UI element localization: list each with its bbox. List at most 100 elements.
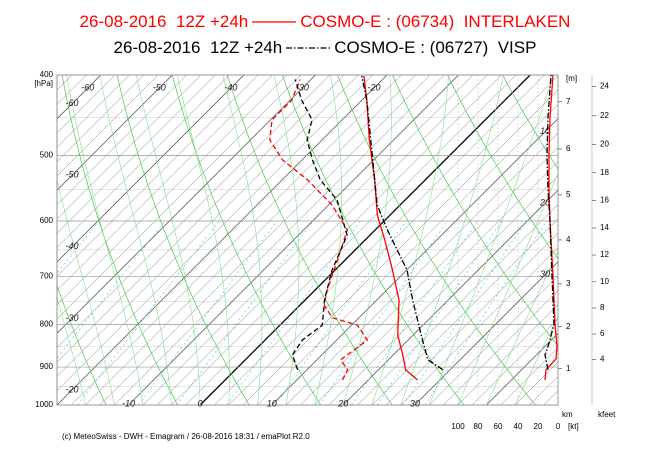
kft-tick-label: 12 [600, 250, 609, 259]
moist-adiabat [66, 75, 144, 405]
km-tick-label: 2 [566, 322, 571, 331]
dry-adiabat [502, 75, 558, 170]
kft-tick-label: 4 [600, 355, 605, 364]
y-tick-label: 700 [40, 272, 54, 281]
mixing-ratio [318, 220, 448, 405]
isotherm [57, 75, 259, 277]
isotherm [57, 75, 130, 148]
isotherm [242, 89, 558, 405]
mixing-ratio [402, 220, 527, 405]
legend-swatch [252, 21, 297, 23]
isotherm [57, 75, 373, 391]
isotherm [57, 75, 159, 177]
isotherm [443, 290, 558, 405]
isotherm [357, 204, 558, 405]
isotherm [57, 75, 187, 205]
km-tick-label: 1 [566, 364, 571, 373]
isotherm [142, 75, 474, 405]
isotherm [57, 75, 345, 363]
plot-frame [56, 74, 559, 406]
legend-row: 26-08-2016 12Z +24h COSMO-E : (06727) VI… [0, 38, 650, 58]
isotherm [85, 75, 416, 405]
wind-line [544, 75, 558, 381]
isotherm-label: -60 [81, 82, 94, 92]
isotherm [57, 75, 359, 377]
isotherm [157, 75, 488, 405]
dry-adiabat [0, 71, 35, 406]
isotherm [471, 318, 558, 405]
moist-adiabat [57, 296, 86, 405]
isotherm-label: -40 [65, 241, 78, 251]
kft-unit: kfeet [598, 410, 616, 419]
isotherm-label: 10 [267, 398, 277, 408]
legend-run: 26-08-2016 12Z +24h [79, 12, 249, 31]
isotherm [57, 75, 287, 306]
kft-tick-label: 16 [600, 196, 609, 205]
isotherm [285, 132, 558, 405]
isotherm [57, 75, 216, 234]
wind-label: [kt] [568, 422, 579, 431]
isotherm-label: -50 [153, 82, 166, 92]
mixing-ratio [176, 220, 314, 405]
mixing-ratio [275, 220, 407, 405]
moist-adiabat [273, 75, 300, 405]
isotherm [0, 75, 1, 405]
isotherm [171, 75, 502, 405]
moist-adiabat [400, 75, 504, 405]
moist-adiabat [314, 75, 342, 405]
kft-tick-label: 18 [600, 168, 609, 177]
moist-adiabat [428, 75, 554, 405]
isotherm [57, 75, 273, 291]
isotherm [57, 75, 173, 191]
isotherm [185, 75, 516, 405]
wind-tick-label: 20 [534, 422, 543, 431]
isotherm [400, 247, 558, 405]
kft-tick-label: 8 [600, 303, 605, 312]
isotherm [300, 147, 558, 405]
wind-tick-label: 100 [451, 422, 465, 431]
mixing-ratio [57, 220, 166, 359]
dry-adiabat [57, 284, 107, 405]
y-tick-label: 400 [40, 70, 54, 79]
km-tick-label: 5 [566, 190, 571, 199]
isotherm-label: -10 [122, 398, 135, 408]
kft-tick-label: 22 [600, 111, 609, 120]
isotherm [500, 347, 558, 405]
dewpoint-line [269, 79, 369, 381]
isotherm [57, 75, 144, 162]
isotherm [0, 75, 43, 405]
y-tick-label: 600 [40, 216, 54, 225]
isotherm [114, 75, 445, 405]
y-tick-label: 500 [40, 150, 54, 159]
km-label: [m] [566, 74, 577, 83]
isotherm [314, 161, 558, 405]
isotherm [257, 104, 558, 405]
isotherm [328, 175, 558, 405]
isotherm [57, 75, 73, 91]
wind-tick-label: 0 [556, 422, 561, 431]
legend-swatch [286, 47, 331, 49]
isotherm-label: 30 [410, 398, 420, 408]
isotherm [414, 261, 558, 405]
isotherm-label: -60 [65, 98, 78, 108]
temperature-line [361, 75, 444, 371]
y-tick-label: 800 [40, 320, 54, 329]
isotherm [57, 75, 101, 120]
moist-adiabat [135, 75, 201, 405]
isotherm-label: -20 [367, 82, 380, 92]
legend-name: COSMO-E : (06727) VISP [334, 38, 537, 57]
isotherm-label: -40 [224, 82, 237, 92]
footer: (c) MeteoSwiss - DWH - Emagram / 26-08-2… [62, 432, 310, 441]
isotherm [271, 118, 558, 405]
dewpoint-line [291, 79, 348, 371]
wind-tick-label: 60 [494, 422, 503, 431]
km-tick-label: 3 [566, 279, 571, 288]
legend-row: 26-08-2016 12Z +24h COSMO-E : (06734) IN… [0, 12, 650, 32]
isotherm [457, 304, 558, 405]
isotherm [57, 75, 116, 134]
isotherm [99, 75, 431, 405]
isotherm-label: 10 [540, 126, 550, 136]
isotherm [199, 75, 531, 405]
isotherm [71, 75, 402, 405]
